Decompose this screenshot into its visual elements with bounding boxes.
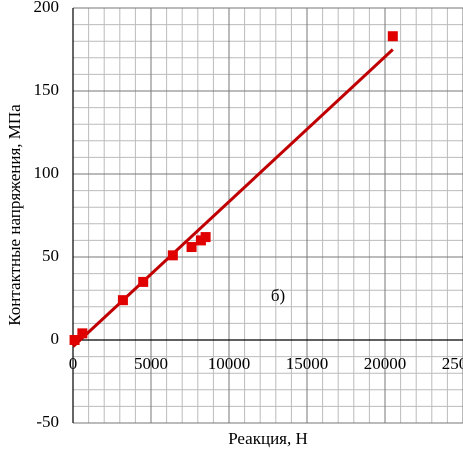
x-tick-label: 25000 bbox=[442, 354, 463, 373]
x-tick-label: 10000 bbox=[208, 354, 251, 373]
point bbox=[167, 250, 178, 261]
y-tick-label: 150 bbox=[34, 80, 60, 99]
y-tick-label: 100 bbox=[34, 163, 60, 182]
x-tick-label: 5000 bbox=[134, 354, 168, 373]
point bbox=[186, 242, 197, 253]
y-axis-label: Контактные напряжения, МПа bbox=[5, 104, 24, 326]
point bbox=[138, 276, 149, 287]
point bbox=[200, 232, 211, 243]
y-tick-label: 200 bbox=[34, 0, 60, 16]
point bbox=[117, 295, 128, 306]
x-axis-label: Реакция, Н bbox=[228, 429, 308, 448]
point bbox=[77, 328, 88, 339]
x-tick-label: 20000 bbox=[364, 354, 407, 373]
y-tick-label: 0 bbox=[51, 329, 60, 348]
annotation: б) bbox=[271, 286, 285, 305]
point bbox=[387, 31, 398, 42]
y-tick-label: 50 bbox=[42, 246, 59, 265]
y-tick-label: -50 bbox=[36, 412, 59, 431]
x-tick-label: 15000 bbox=[286, 354, 329, 373]
point bbox=[69, 335, 80, 345]
